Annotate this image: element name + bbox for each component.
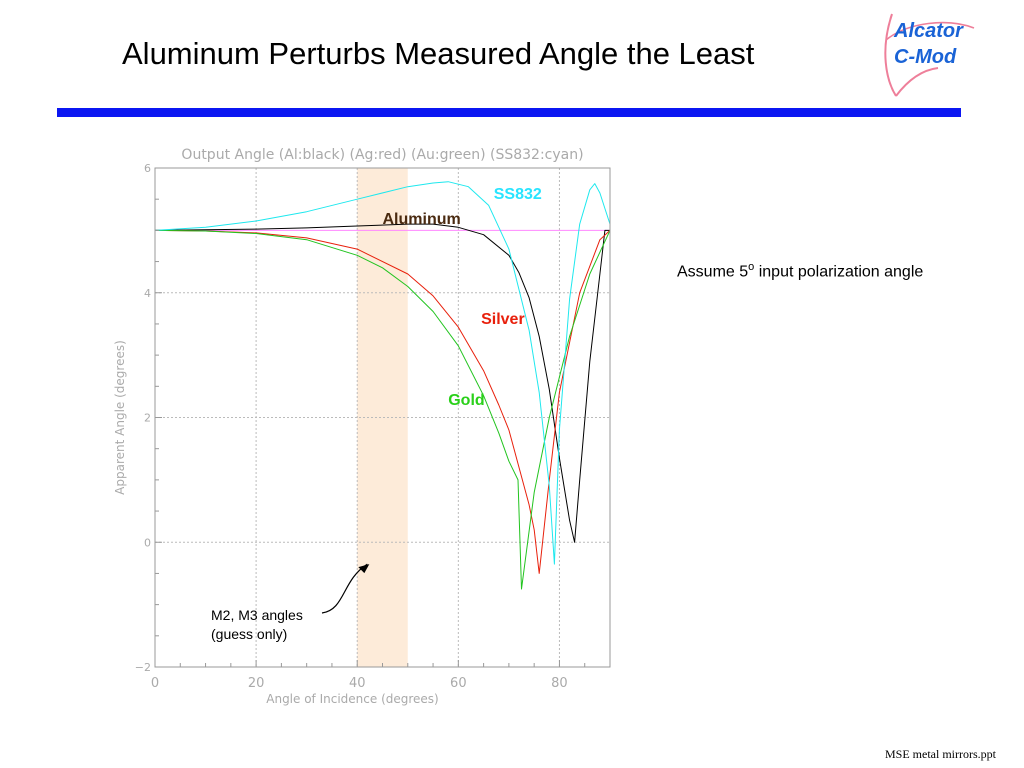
y-tick-label: 2 — [144, 412, 151, 425]
note-degree-superscript: o — [748, 261, 755, 273]
series-line-gold — [154, 229, 611, 590]
y-tick-label: −2 — [135, 661, 151, 674]
y-tick-label: 4 — [144, 287, 151, 300]
chart-title: Output Angle (Al:black) (Ag:red) (Au:gre… — [181, 147, 583, 163]
note-prefix: Assume 5 — [677, 263, 749, 281]
x-tick-label: 80 — [551, 676, 568, 691]
chart-grid — [155, 168, 610, 667]
logo-text-alcator: Alcator — [894, 20, 963, 42]
y-tick-label: 0 — [144, 536, 151, 549]
y-tick-label: 6 — [144, 162, 151, 175]
x-tick-label: 20 — [248, 676, 265, 691]
series-label-gold: Gold — [448, 392, 484, 409]
alcator-cmod-logo: Alcator C-Mod — [878, 10, 978, 100]
series-line-aluminum — [154, 223, 610, 543]
band-annotation: M2, M3 angles (guess only) — [211, 607, 303, 642]
x-tick-label: 40 — [349, 676, 366, 691]
band-annotation-line: (guess only) — [211, 626, 287, 642]
polarization-note: Assume 5o input polarization angle — [677, 256, 947, 283]
x-tick-label: 60 — [450, 676, 467, 691]
series-label-ss832: SS832 — [494, 186, 542, 203]
footer-filename: MSE metal mirrors.ppt — [885, 747, 996, 761]
logo-text-cmod: C-Mod — [894, 46, 957, 68]
y-axis-label: Apparent Angle (degrees) — [113, 340, 127, 495]
slide-title: Aluminum Perturbs Measured Angle the Lea… — [122, 36, 755, 71]
logo-ribbon-icon — [884, 13, 975, 97]
series-label-aluminum: Aluminum — [383, 211, 461, 228]
band-annotation-arrowhead — [358, 564, 370, 574]
series-line-silver — [154, 229, 611, 574]
band-annotation-line: M2, M3 angles — [211, 607, 303, 623]
note-suffix: input polarization angle — [754, 263, 924, 281]
x-tick-label: 0 — [151, 676, 159, 691]
x-axis-label: Angle of Incidence (degrees) — [266, 692, 439, 706]
chart-series — [154, 181, 611, 590]
series-label-silver: Silver — [481, 311, 525, 328]
title-divider — [57, 108, 961, 117]
series-line-ss832 — [154, 181, 611, 565]
